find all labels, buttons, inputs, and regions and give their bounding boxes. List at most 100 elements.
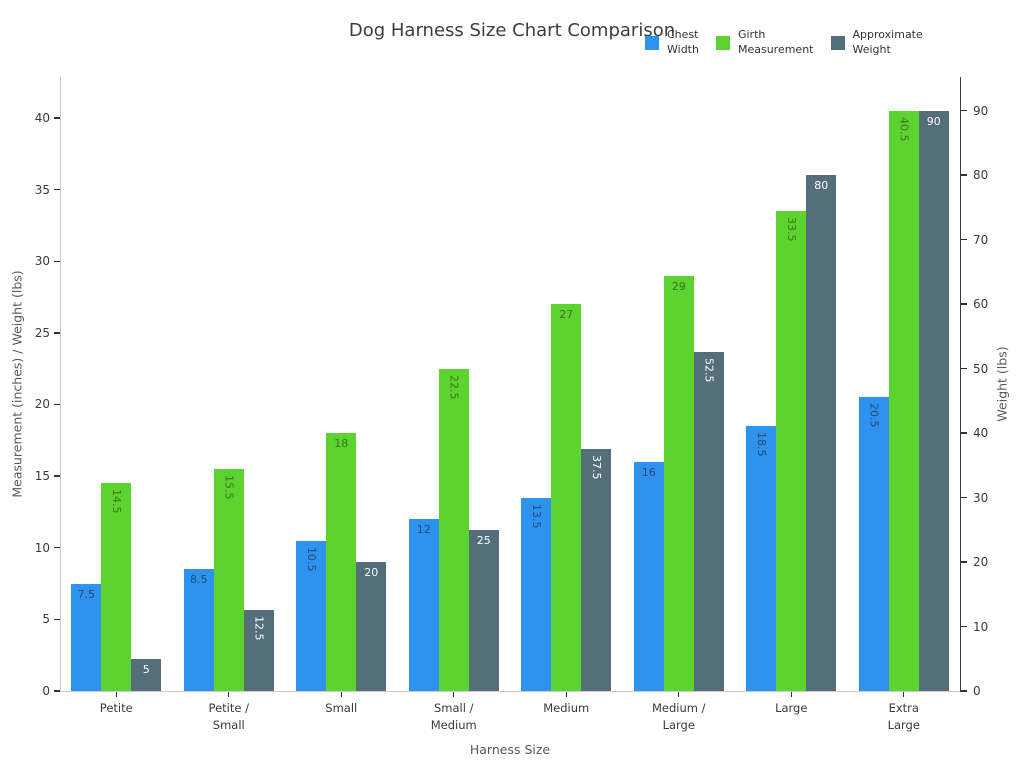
- left-axis-spine: [60, 77, 61, 691]
- left-axis-tick: [54, 690, 60, 692]
- legend-item-girth-measurement: Girth Measurement: [715, 28, 814, 58]
- bar-chest-width: 18.5: [746, 425, 777, 691]
- right-axis-tick-label: 80: [973, 168, 989, 183]
- x-axis-spine: [60, 691, 961, 692]
- bar-value-label: 8.5: [190, 573, 208, 587]
- x-axis-tick: [790, 692, 792, 697]
- x-axis-tick: [340, 692, 342, 697]
- x-axis-tick-label: Petite: [99, 701, 133, 715]
- bar-value-label: 80: [814, 179, 829, 193]
- bar-value-label: 20.5: [867, 403, 881, 428]
- bar-approximate-weight: 25: [468, 529, 499, 691]
- right-axis-tick: [961, 303, 967, 305]
- right-axis-tick-label: 70: [973, 232, 989, 247]
- left-axis-tick: [54, 260, 60, 262]
- bar-chest-width: 7.5: [71, 583, 102, 691]
- right-axis-tick-label: 0: [973, 684, 981, 698]
- bar-value-label: 40.5: [897, 116, 911, 142]
- x-axis-tick-label: Extra Large: [887, 701, 920, 733]
- right-axis-tick: [961, 432, 967, 434]
- bar-value-label: 52.5: [702, 358, 716, 383]
- x-axis-tick-label: Small: [325, 701, 358, 715]
- right-axis-tick-label: 10: [973, 619, 989, 634]
- left-axis-tick-label: 10: [34, 540, 50, 555]
- x-axis-tick: [903, 692, 905, 697]
- bar-value-label: 27: [559, 308, 574, 322]
- right-axis-title: Weight (lbs): [994, 346, 1010, 422]
- bar-value-label: 7.5: [77, 587, 96, 601]
- bar-girth-measurement: 27: [551, 304, 582, 691]
- x-axis-tick-label: Medium / Large: [651, 701, 706, 733]
- bar-approximate-weight: 5: [131, 658, 162, 691]
- right-axis-tick-label: 50: [973, 361, 989, 376]
- bar-chest-width: 10.5: [296, 540, 327, 691]
- x-axis-tick-label: Medium: [543, 701, 590, 715]
- bar-value-label: 16: [641, 465, 656, 479]
- bar-value-label: 5: [142, 662, 150, 676]
- bar-approximate-weight: 80: [806, 175, 837, 691]
- bar-girth-measurement: 18: [326, 433, 357, 691]
- bar-value-label: 14.5: [109, 489, 123, 514]
- right-axis-tick: [961, 690, 967, 692]
- left-axis-title: Measurement (inches) / Weight (lbs): [9, 270, 25, 498]
- bar-girth-measurement: 14.5: [101, 483, 132, 691]
- legend-label: Girth Measurement: [737, 28, 814, 56]
- left-axis-tick: [54, 403, 60, 406]
- left-axis-tick: [54, 332, 60, 334]
- bar-girth-measurement: 15.5: [213, 468, 244, 691]
- bar-approximate-weight: 37.5: [581, 449, 612, 691]
- left-axis-tick-label: 25: [34, 325, 50, 340]
- right-axis-tick-label: 60: [973, 297, 989, 312]
- x-axis-tick-label: Small / Medium: [430, 701, 477, 733]
- left-axis-tick-label: 40: [34, 110, 50, 125]
- left-axis-tick-label: 30: [34, 254, 50, 269]
- right-axis-tick: [961, 561, 967, 563]
- bar-girth-measurement: 22.5: [438, 368, 469, 691]
- bar-value-label: 13.5: [529, 503, 543, 529]
- legend-swatch-icon: [715, 35, 730, 50]
- right-axis-tick: [961, 496, 967, 499]
- legend-item-chest-width: Chest Width: [645, 28, 699, 58]
- bar-approximate-weight: 52.5: [693, 352, 724, 691]
- bar-approximate-weight: 20: [356, 562, 387, 691]
- bar-value-label: 25: [476, 533, 491, 547]
- x-axis-tick: [115, 692, 117, 697]
- bar-chest-width: 8.5: [183, 569, 214, 691]
- bar-chest-width: 16: [633, 461, 664, 691]
- x-axis-tick: [565, 692, 567, 697]
- bar-value-label: 12: [416, 523, 431, 537]
- legend-label: Approximate Weight: [852, 28, 923, 56]
- right-axis-tick-label: 20: [973, 555, 989, 569]
- bar-chest-width: 12: [408, 519, 439, 691]
- left-axis-tick: [54, 475, 60, 477]
- left-axis-tick: [54, 547, 60, 549]
- bar-value-label: 33.5: [784, 217, 798, 242]
- bar-value-label: 37.5: [589, 455, 603, 480]
- left-axis-tick-label: 35: [34, 182, 50, 197]
- legend-swatch-icon: [645, 35, 659, 50]
- right-axis-tick-label: 90: [973, 103, 989, 118]
- right-axis-tick-label: 40: [973, 426, 989, 441]
- plot-area: 0 5 10 15 20 25 30 35 40 0 10 20 30 40 50 60 70 80 90 Petit…: [35, 77, 988, 732]
- right-axis-tick: [961, 625, 967, 628]
- left-axis-tick-label: 15: [34, 469, 50, 484]
- bar-chest-width: 20.5: [858, 397, 889, 691]
- legend-label: Chest Width: [667, 28, 699, 56]
- bar-value-label: 15.5: [222, 474, 236, 500]
- right-axis-tick: [961, 109, 967, 112]
- bar-value-label: 20: [364, 566, 379, 579]
- bar-value-label: 22.5: [447, 374, 461, 400]
- x-axis-tick: [228, 692, 230, 697]
- left-axis-tick: [54, 117, 60, 119]
- bar-value-label: 18.5: [754, 431, 768, 457]
- bar-value-label: 90: [926, 114, 941, 128]
- x-axis-tick: [678, 692, 680, 697]
- bar-value-label: 12.5: [252, 616, 266, 641]
- right-axis-tick-label: 30: [973, 490, 989, 505]
- bar-girth-measurement: 29: [663, 275, 694, 691]
- x-axis-tick-label: Petite / Small: [208, 701, 249, 733]
- left-axis-tick: [54, 188, 60, 191]
- left-axis-tick: [54, 618, 60, 621]
- right-axis-spine: [960, 77, 961, 692]
